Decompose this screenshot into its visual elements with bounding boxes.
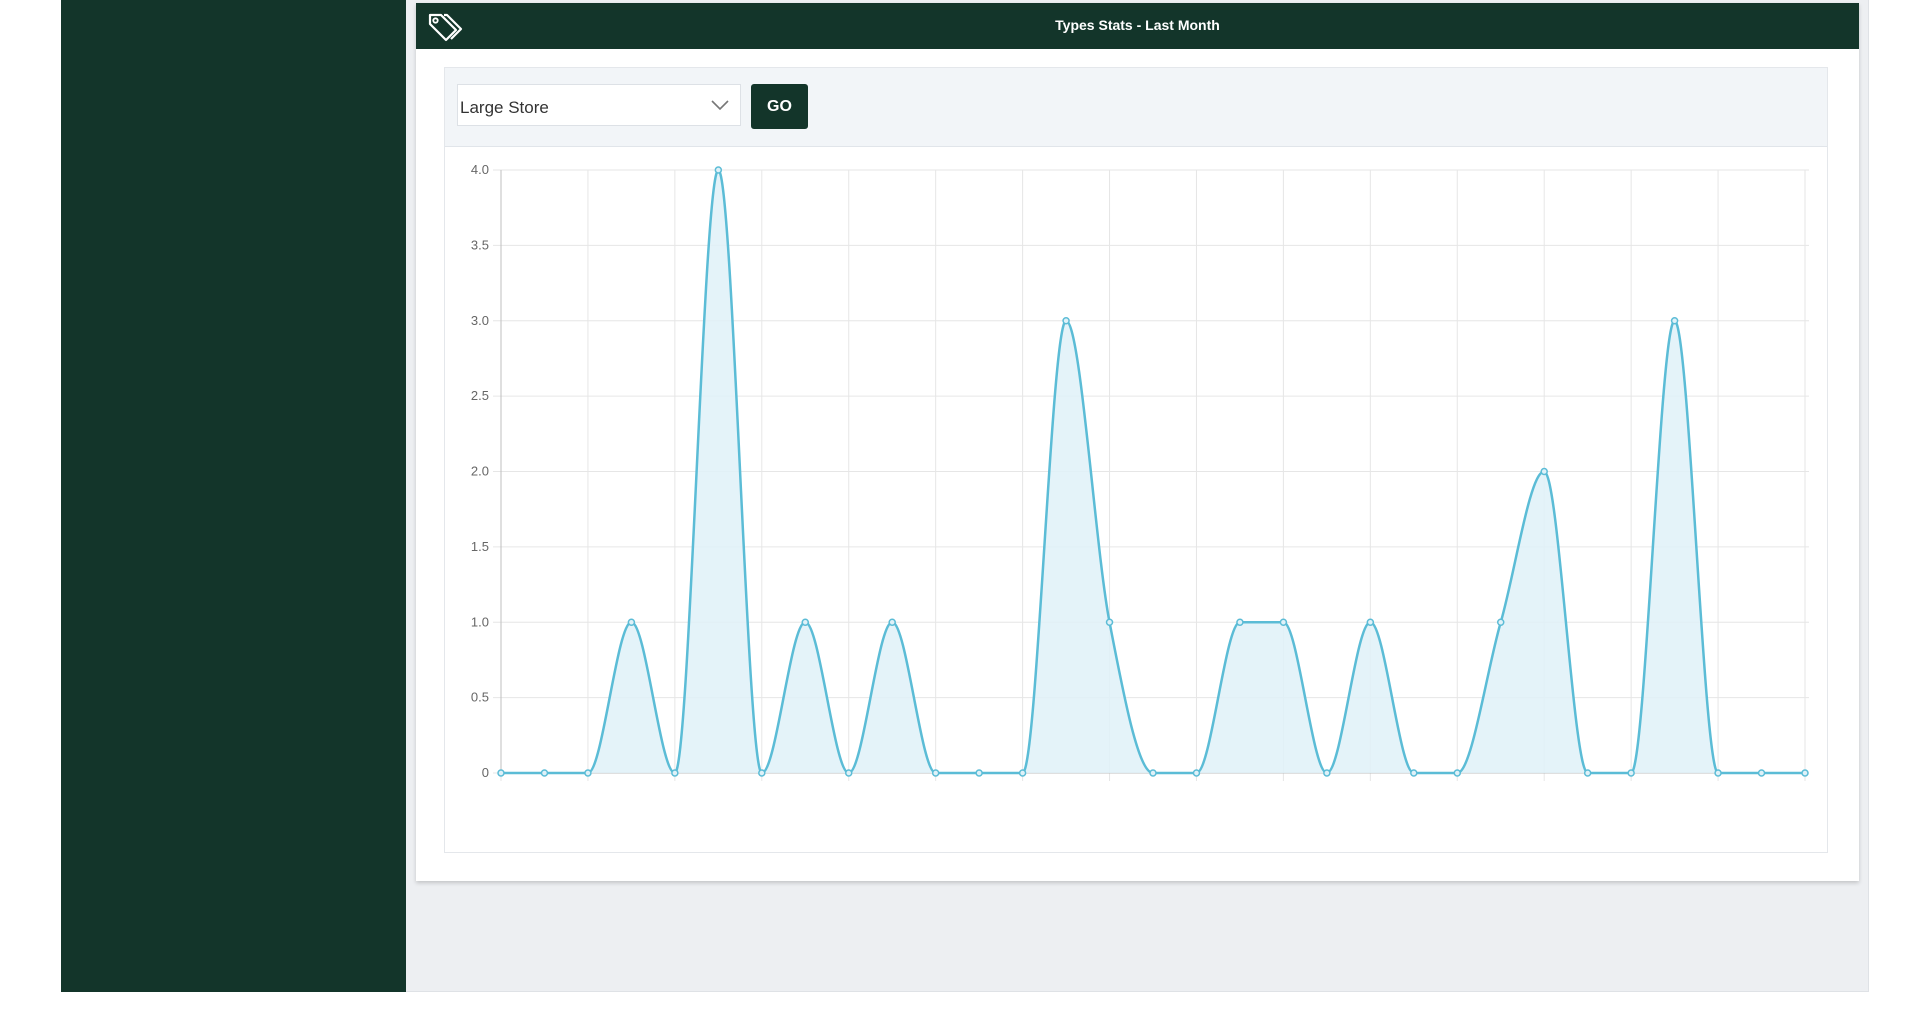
y-tick-label: 2.0: [471, 464, 489, 479]
data-point[interactable]: [888, 618, 896, 626]
y-tick-label: 1.0: [471, 614, 489, 629]
x-tick-label: Jan 19, 22: [1253, 785, 1314, 788]
data-point[interactable]: [584, 769, 592, 777]
data-point[interactable]: [714, 166, 723, 174]
go-button[interactable]: GO: [751, 84, 808, 129]
x-tick-label: Jan 29, 22: [1688, 785, 1749, 788]
data-point[interactable]: [758, 769, 766, 777]
data-point[interactable]: [1757, 769, 1766, 777]
panel-header: Types Stats - Last Month: [416, 3, 1859, 49]
data-point[interactable]: [1540, 467, 1548, 476]
x-tick-label: Jan 9, 22: [822, 785, 876, 788]
data-point[interactable]: [627, 618, 636, 626]
x-tick-label: Jan 23, 22: [1427, 785, 1488, 788]
data-point[interactable]: [1105, 618, 1114, 626]
data-point[interactable]: [1018, 769, 1027, 777]
y-tick-label: 2.5: [471, 388, 489, 403]
data-point[interactable]: [1236, 618, 1244, 626]
x-tick-label: Jan 7, 22: [735, 785, 789, 788]
store-type-select[interactable]: Large Store: [457, 84, 741, 126]
data-point[interactable]: [1453, 769, 1462, 777]
x-tick-label: Jan 5, 22: [648, 785, 702, 788]
y-tick-label: 0: [482, 765, 489, 780]
data-point[interactable]: [1062, 317, 1070, 325]
data-point[interactable]: [497, 769, 505, 777]
y-tick-label: 0.5: [471, 690, 489, 705]
y-tick-label: 3.0: [471, 313, 489, 328]
sidebar: [61, 0, 406, 992]
data-point[interactable]: [1583, 769, 1592, 777]
data-point[interactable]: [1801, 769, 1809, 777]
y-tick-label: 3.5: [471, 237, 489, 252]
data-point[interactable]: [975, 769, 983, 777]
panel-title: Types Stats - Last Month: [1055, 17, 1220, 33]
data-point[interactable]: [931, 769, 940, 777]
chart: 0 0.5 1.0 1.5 2.0 2.5 3.0 3.5 4.0 Jan 1, 22 Jan 3,…: [471, 162, 1827, 788]
data-point[interactable]: [1670, 317, 1679, 325]
data-point[interactable]: [1714, 769, 1722, 777]
data-point[interactable]: [1149, 769, 1157, 777]
x-tick-label: Jan 1, 22: [474, 785, 528, 788]
main-content: Types Stats - Last Month Large Store GO …: [406, 0, 1869, 992]
store-type-select-value: Large Store: [460, 98, 549, 117]
data-point[interactable]: [1496, 618, 1505, 626]
x-tick-label: Jan 17, 22: [1166, 785, 1227, 788]
filter-toolbar: Large Store GO: [445, 68, 1827, 147]
data-point[interactable]: [1323, 769, 1331, 777]
tag-icon: [428, 13, 463, 42]
data-point[interactable]: [671, 769, 679, 777]
chart-card: Large Store GO 0 0.5 1.0 1.5 2.0 2.5 3.0 3.5 4.0…: [444, 67, 1828, 853]
x-tick-label: Jan 11, 22: [906, 785, 966, 788]
data-point[interactable]: [1627, 769, 1635, 777]
chevron-down-icon: [711, 100, 729, 111]
x-tick-label: Jan 21, 22: [1340, 785, 1401, 788]
data-point[interactable]: [1410, 769, 1418, 777]
x-tick-label: Jan 13, 22: [992, 785, 1053, 788]
x-tick-label: Jan 15, 22: [1079, 785, 1140, 788]
data-point[interactable]: [844, 769, 853, 777]
data-point[interactable]: [1279, 618, 1288, 626]
stats-panel: Types Stats - Last Month Large Store GO …: [416, 3, 1859, 881]
y-tick-label: 1.5: [471, 539, 489, 554]
x-tick-label: Jan 27, 22: [1601, 785, 1662, 788]
x-tick-label: Jan 31, 22: [1775, 785, 1827, 788]
data-point[interactable]: [1192, 769, 1201, 777]
data-point[interactable]: [540, 769, 549, 777]
data-point[interactable]: [1366, 618, 1375, 626]
x-tick-label: Jan 25, 22: [1514, 785, 1575, 788]
y-tick-label: 4.0: [471, 162, 489, 177]
data-point[interactable]: [801, 618, 810, 626]
x-tick-label: Jan 3, 22: [561, 785, 615, 788]
